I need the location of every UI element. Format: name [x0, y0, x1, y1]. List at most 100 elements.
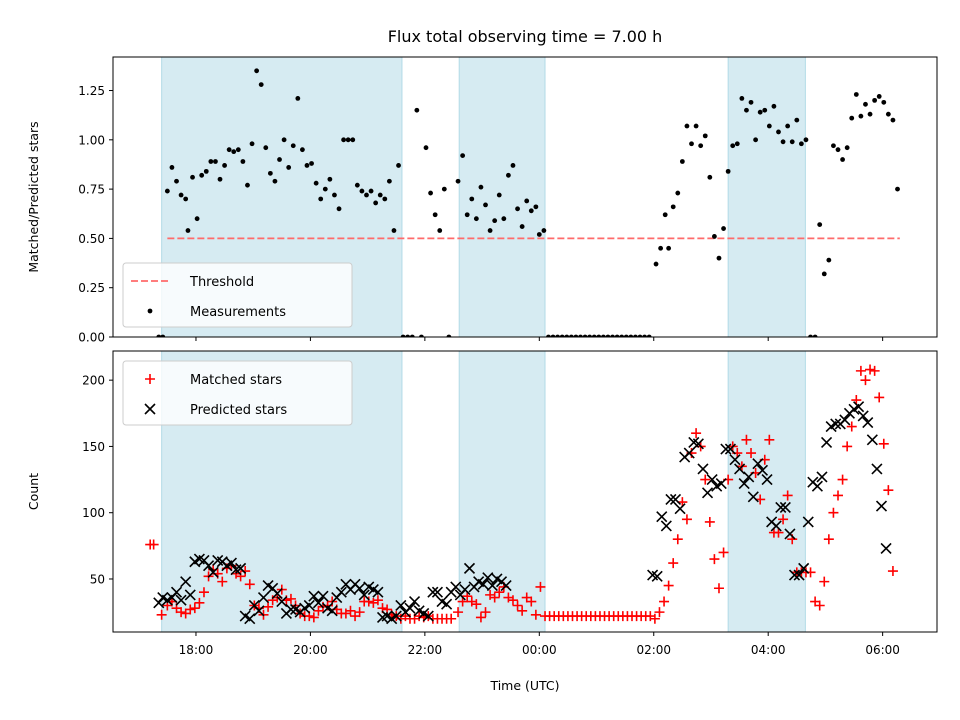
matched-star-marker	[372, 595, 383, 606]
measurement-point	[373, 200, 379, 206]
matched-star-marker	[480, 607, 491, 618]
measurement-point	[546, 334, 551, 337]
predicted-star-marker	[207, 566, 219, 578]
matched-star-marker	[345, 605, 356, 616]
matched-star-marker	[846, 421, 857, 432]
matched-star-marker	[700, 474, 711, 485]
predicted-star-marker	[743, 471, 755, 483]
predicted-star-marker	[170, 586, 183, 598]
predicted-star-marker	[285, 603, 297, 616]
legend-measurement-swatch	[147, 308, 153, 314]
ratio-panel: 0.00 0.25 0.50 0.75 1.00 1.25 Matched/Predicte…	[26, 56, 938, 345]
measurement-point	[853, 92, 859, 97]
predicted-star-marker	[830, 418, 842, 430]
predicted-star-marker	[880, 542, 892, 555]
matched-star-marker	[235, 571, 246, 582]
matched-star-marker	[681, 514, 692, 525]
measurement-point	[359, 188, 365, 194]
measurement-point	[510, 163, 516, 168]
measurement-point	[605, 334, 611, 337]
y-tick-label: 0.25	[78, 281, 105, 295]
measurement-point	[835, 147, 841, 153]
measurement-point	[559, 334, 565, 337]
measurement-point	[194, 216, 200, 222]
matched-star-marker	[535, 581, 546, 592]
y-tick-label: 1.00	[78, 133, 105, 147]
matched-star-marker	[453, 607, 464, 618]
predicted-star-marker	[312, 597, 324, 609]
measurement-point	[610, 334, 615, 337]
measurement-point	[817, 222, 823, 228]
measurement-point	[267, 170, 273, 176]
predicted-star-marker	[697, 463, 709, 475]
matched-star-marker	[530, 609, 541, 620]
legend: Threshold Measurements	[122, 262, 353, 328]
matched-star-marker	[649, 613, 660, 624]
y-axis-label: Count	[26, 473, 41, 510]
measurement-point	[600, 334, 606, 337]
measurement-point	[780, 139, 786, 145]
predicted-star-marker	[184, 589, 196, 601]
predicted-star-marker	[734, 463, 746, 475]
y-tick-label: 0.75	[78, 183, 105, 197]
predicted-star-marker	[761, 474, 773, 486]
matched-star-marker	[446, 613, 457, 624]
measurement-point	[658, 245, 664, 251]
measurement-point	[263, 145, 269, 151]
measurement-point	[183, 196, 189, 202]
measurement-point	[414, 107, 420, 113]
x-tick-label: 22:00	[408, 643, 443, 657]
predicted-star-marker	[244, 613, 256, 625]
predicted-star-marker	[669, 493, 682, 506]
matched-star-marker	[244, 579, 255, 590]
predicted-star-marker	[775, 501, 787, 513]
measurement-point	[208, 159, 214, 164]
measurement-point	[550, 334, 556, 337]
measurement-point	[844, 145, 850, 151]
measurement-point	[614, 334, 620, 337]
predicted-star-marker	[500, 580, 512, 592]
measurement-point	[642, 334, 647, 337]
measurement-point	[332, 192, 337, 198]
measurement-point	[174, 178, 179, 184]
measurement-point	[564, 334, 570, 337]
measurement-point	[203, 168, 209, 174]
measurement-point	[464, 212, 470, 218]
x-tick-label: 04:00	[751, 643, 786, 657]
measurement-point	[666, 245, 672, 251]
axes-frame	[112, 350, 938, 633]
matched-star-marker	[819, 576, 830, 587]
measurement-point	[637, 334, 643, 337]
measurement-point	[895, 186, 900, 192]
measurement-point	[693, 123, 699, 129]
legend-label: Threshold	[189, 275, 254, 290]
x-tick-label: 18:00	[179, 643, 214, 657]
measurement-point	[698, 143, 704, 149]
measurement-point	[377, 192, 383, 198]
matched-star-marker	[718, 547, 729, 558]
measurement-point	[258, 82, 264, 88]
measurement-point	[707, 174, 713, 180]
matched-star-marker	[148, 539, 159, 550]
measurement-point	[831, 143, 836, 149]
predicted-star-marker	[871, 463, 883, 475]
matched-star-marker	[887, 566, 898, 577]
measurement-point	[382, 196, 388, 202]
matched-star-marker	[471, 599, 482, 610]
axes-frame	[112, 56, 938, 338]
measurement-point	[496, 192, 502, 198]
predicted-star-marker	[738, 477, 750, 490]
measurement-point	[863, 101, 868, 107]
matched-star-marker	[860, 375, 871, 386]
data-layer	[156, 68, 900, 337]
predicted-star-marker	[747, 491, 759, 503]
predicted-star-marker	[674, 503, 686, 515]
measurement-point	[890, 117, 896, 123]
measurement-point	[492, 218, 498, 224]
matched-star-marker	[855, 365, 866, 376]
matched-star-marker	[263, 601, 274, 612]
measurement-point	[785, 123, 791, 129]
measurement-point	[160, 334, 166, 337]
y-tick-label: 1.25	[78, 84, 105, 98]
